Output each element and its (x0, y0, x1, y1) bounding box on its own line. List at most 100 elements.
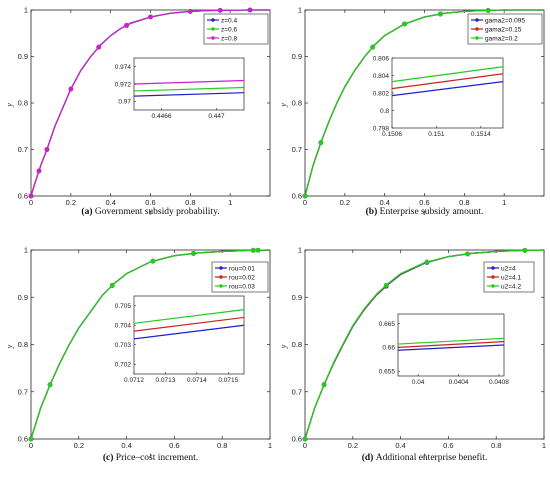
inset-x-tick-label: 0.0404 (449, 379, 469, 386)
series-marker (44, 147, 50, 152)
legend-label: u2=4.1 (501, 274, 521, 281)
legend: rou=0.01 rou=0.02 rou=0.03 (211, 261, 269, 293)
x-axis-label: t (423, 208, 426, 217)
x-tick-label: 0 (303, 441, 307, 450)
inset-y-tick-label: 0.798 (373, 125, 390, 132)
y-tick-label: 0.9 (18, 293, 28, 302)
y-tick-label: 0.9 (18, 52, 28, 61)
series-marker (68, 86, 74, 92)
legend-label: rou=0.02 (229, 274, 255, 281)
legend-label: z=0.4 (221, 17, 237, 24)
legend-swatch-marker (219, 275, 223, 279)
y-tick-label: 0.6 (292, 192, 302, 201)
series-marker (109, 283, 115, 288)
inset-series-line (133, 86, 245, 92)
y-tick-label: 1 (24, 6, 28, 15)
y-tick-label: 1 (24, 246, 28, 255)
legend-label: gama2=0.095 (485, 17, 525, 24)
series-marker (148, 14, 153, 20)
inset-series-line (133, 92, 245, 97)
x-tick-label: 0 (29, 198, 33, 207)
x-tick-label: 0.2 (66, 198, 76, 207)
series-marker (247, 7, 253, 13)
inset-y-tick-label: 0.702 (115, 362, 132, 369)
series-marker (96, 44, 102, 50)
x-tick-label: 0 (303, 198, 307, 207)
inset-zoom: 0.04 0.0404 0.0408 0.655 0.66 0.665 (379, 313, 509, 386)
x-tick-label: 0.8 (491, 441, 501, 450)
y-tick-label: 0.6 (18, 435, 28, 444)
inset-y-tick-label: 0.8 (380, 108, 389, 115)
legend-box (467, 13, 543, 45)
series-marker (402, 21, 407, 27)
legend-swatch-marker (491, 266, 495, 270)
y-tick-label: 0.6 (18, 192, 28, 201)
x-axis-label: t (149, 451, 152, 460)
inset-series-line (133, 79, 245, 85)
panel-caption: (a) Government subsidy probability. (81, 206, 219, 217)
x-tick-label: 0.4 (379, 198, 389, 207)
panel-caption-label: (c) (103, 452, 116, 463)
series-marker (150, 258, 156, 264)
series-marker (302, 193, 308, 199)
legend-swatch-marker (491, 275, 495, 279)
panel-caption-text: Additional enterprise benefit. (376, 452, 488, 463)
y-tick-label: 0.8 (18, 99, 28, 108)
inset-zoom: 0.0712 0.0713 0.0714 0.0715 0.702 0.703 0.704 0… (115, 295, 245, 384)
series-line (30, 249, 271, 440)
legend: z=0.4 z=0.6 z=0.8 (203, 13, 269, 45)
y-tick-label: 0.7 (18, 145, 28, 154)
x-tick-label: 0.2 (340, 198, 350, 207)
chart-panel-b: 0 0.2 0.4 0.6 0.8 1 0.6 0.7 0.8 0.9 1 t y 0.1506 0.151… (279, 6, 545, 217)
inset-series-line (391, 73, 504, 90)
legend-swatch-marker (211, 18, 215, 22)
legend-swatch-marker (475, 36, 479, 40)
y-tick-label: 0.7 (292, 387, 302, 396)
legend-label: z=0.8 (221, 35, 237, 42)
x-tick-label: 0.4 (395, 441, 405, 450)
legend-swatch-marker (475, 18, 479, 22)
series-marker (36, 168, 42, 174)
series-line (304, 249, 545, 440)
inset-y-tick-label: 0.806 (373, 55, 390, 62)
y-axis-label: y (279, 344, 288, 349)
series-marker (255, 247, 261, 253)
series-marker (28, 193, 34, 199)
inset-x-tick-label: 0.447 (208, 113, 225, 120)
inset-x-tick-label: 0.0714 (187, 377, 207, 384)
inset-x-tick-label: 0.151 (428, 131, 445, 138)
series-marker (302, 436, 308, 442)
inset-x-tick-label: 0.1506 (382, 131, 402, 138)
y-tick-label: 1 (298, 246, 302, 255)
x-tick-label: 1 (502, 198, 506, 207)
inset-y-tick-label: 0.703 (115, 342, 132, 349)
legend-label: gama2=0.2 (485, 35, 518, 42)
inset-series-line (133, 316, 245, 332)
inset-y-tick-label: 0.66 (382, 345, 395, 352)
series-marker (465, 251, 470, 257)
inset-y-tick-label: 0.974 (115, 64, 132, 71)
y-tick-label: 0.8 (292, 340, 302, 349)
series-marker (383, 282, 389, 288)
panel-caption: (d) Additional enterprise benefit. (362, 452, 488, 463)
legend-label: z=0.6 (221, 26, 237, 33)
x-tick-label: 0.8 (185, 198, 195, 207)
x-tick-label: 0.2 (348, 441, 358, 450)
series-marker (250, 247, 256, 253)
panel-caption: (b) Enterprise subsidy amount. (366, 206, 484, 217)
series-marker (370, 44, 376, 50)
legend-label: rou=0.03 (229, 283, 255, 290)
inset-series-line (397, 344, 505, 351)
x-tick-label: 1 (268, 441, 272, 450)
y-tick-label: 0.7 (292, 145, 302, 154)
x-tick-label: 0.8 (217, 441, 227, 450)
series-marker (438, 11, 443, 17)
inset-y-tick-label: 0.704 (115, 323, 132, 330)
y-tick-label: 0.8 (292, 99, 302, 108)
series-marker (321, 382, 327, 388)
legend-label: u2=4 (501, 265, 516, 272)
chart-panel-a: 0 0.2 0.4 0.6 0.8 1 0.6 0.7 0.8 0.9 1 t y 0.4466 0.447… (5, 6, 271, 217)
